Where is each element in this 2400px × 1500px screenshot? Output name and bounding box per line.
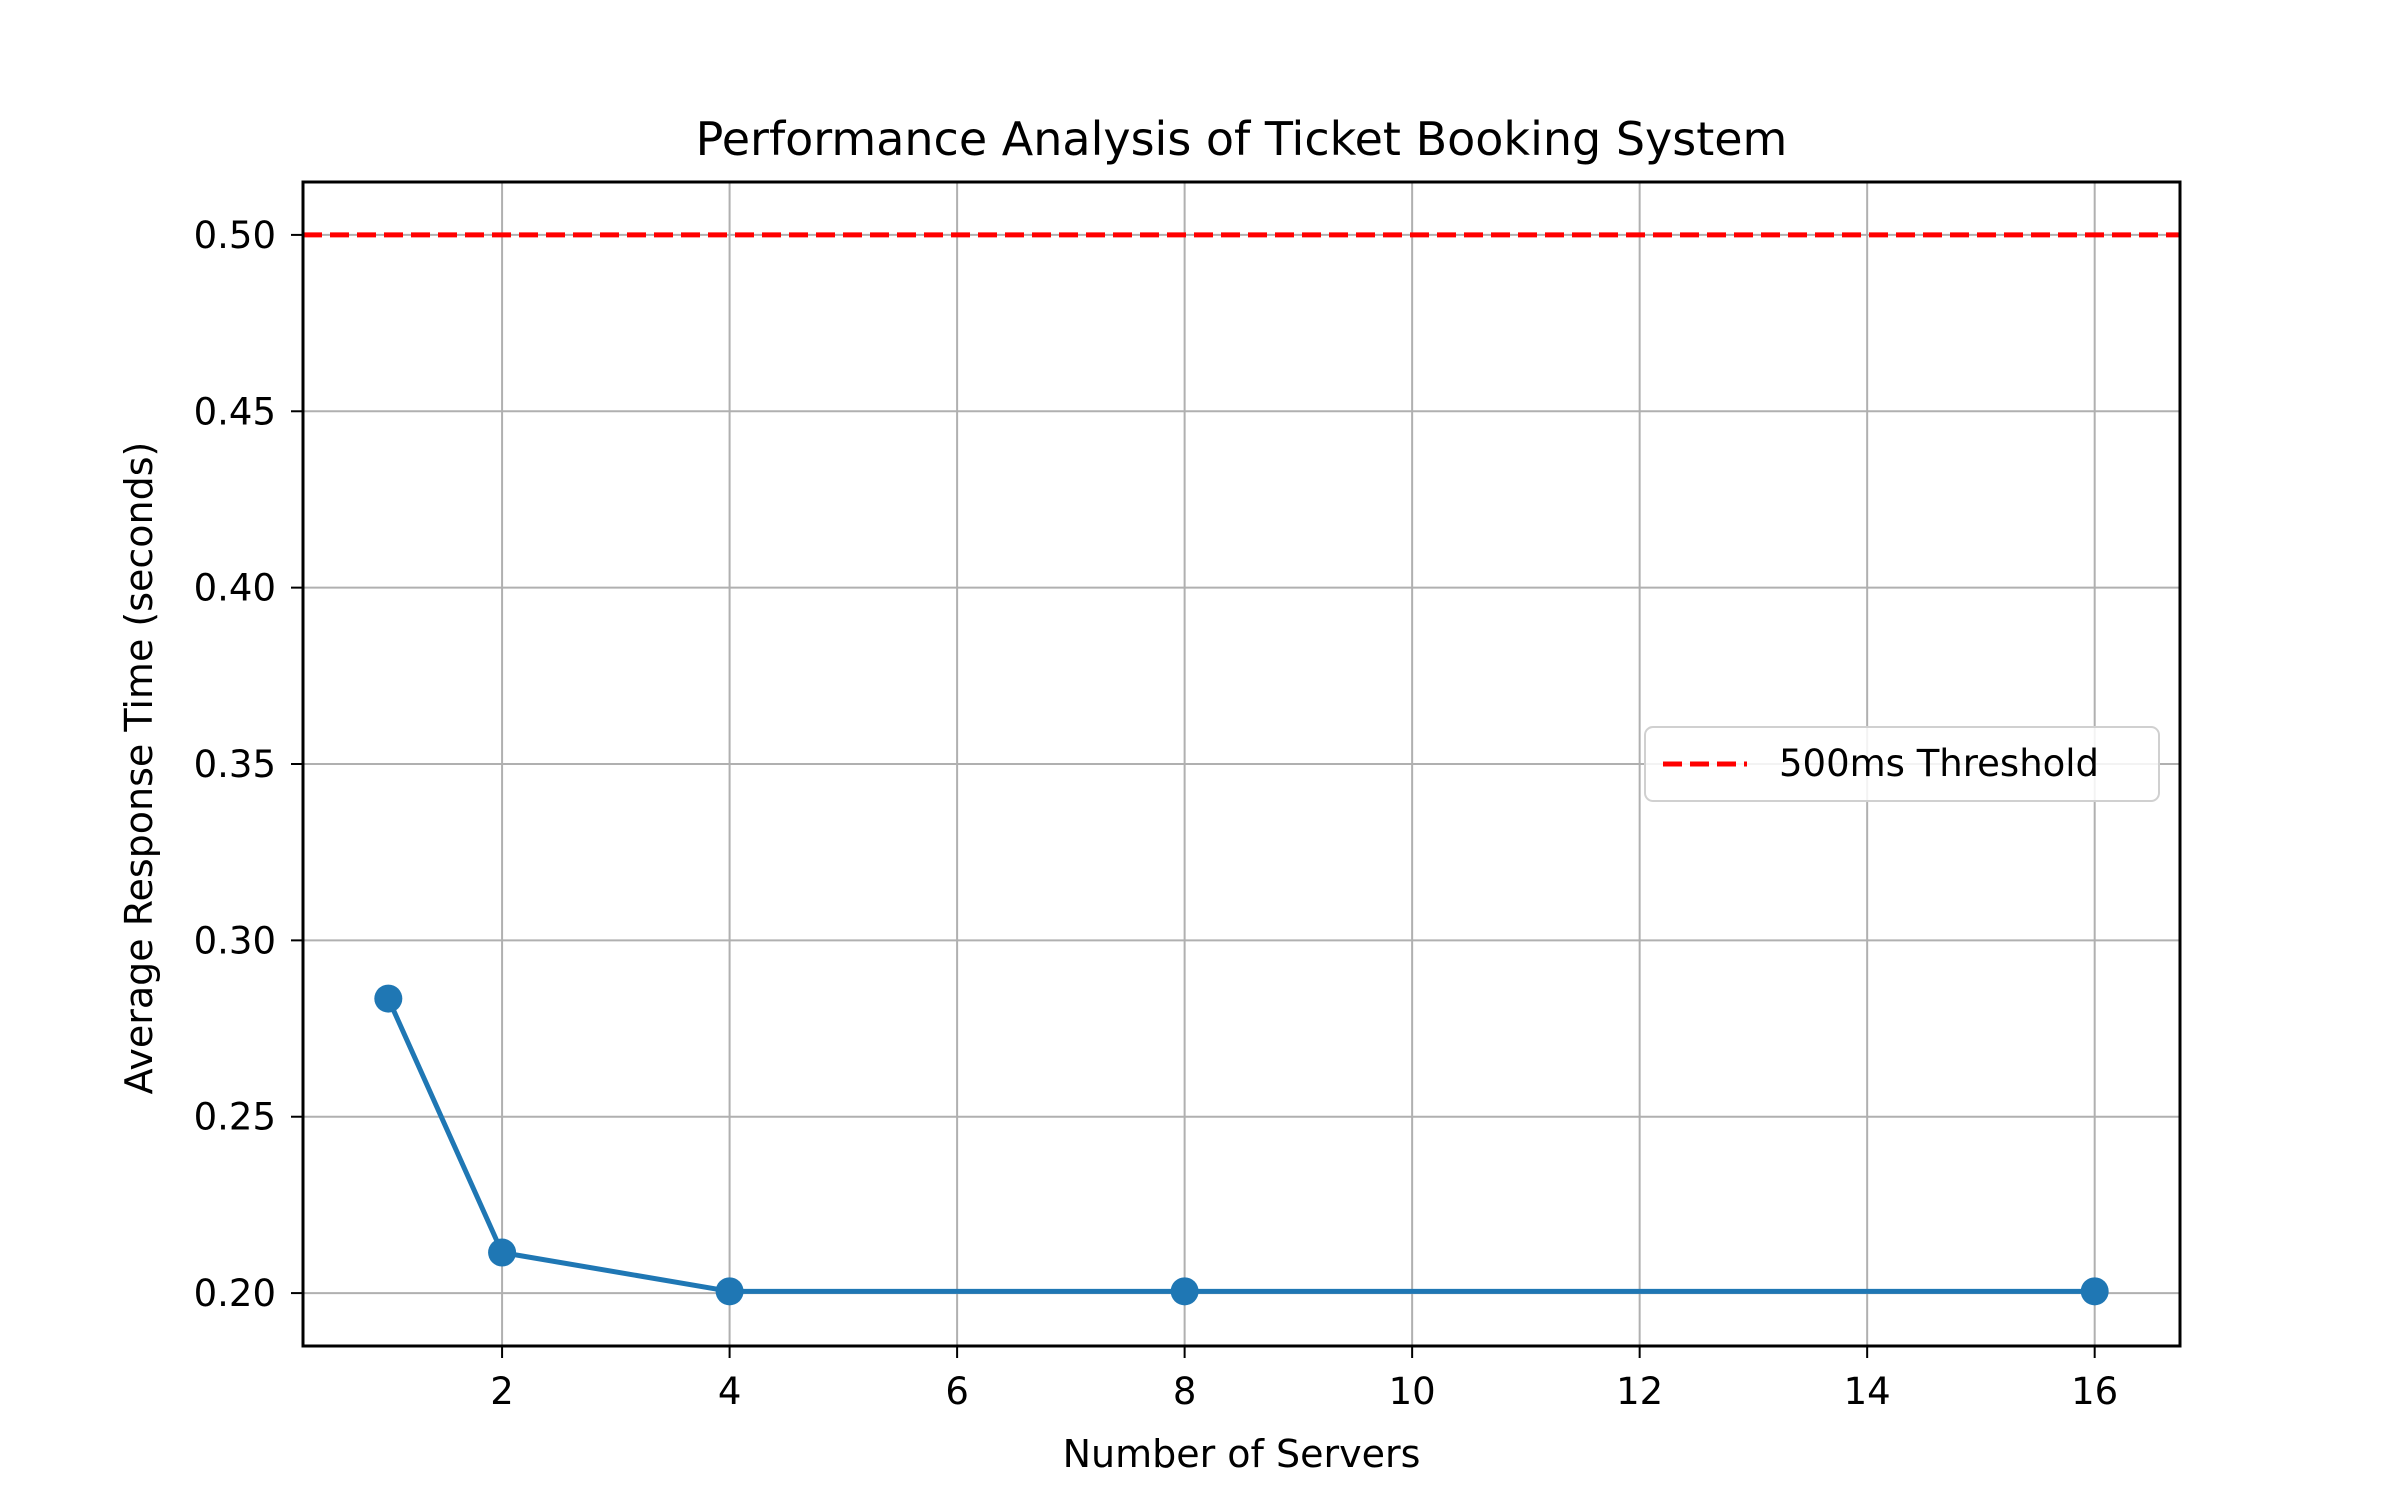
y-tick-label: 0.30 [194,919,276,962]
legend: 500ms Threshold [1644,726,2160,802]
y-tick-label: 0.35 [194,743,276,786]
series-line [385,996,2098,1294]
y-tick-label: 0.45 [194,390,276,433]
x-tick-label: 12 [1616,1370,1663,1413]
legend-box [1644,726,2160,802]
legend-threshold-label: 500ms Threshold [1779,742,2099,785]
y-tick-label: 0.50 [194,214,276,257]
x-tick-label: 6 [945,1370,969,1413]
y-axis-label: Average Response Time (seconds) [117,442,161,1095]
x-tick-label: 16 [2071,1370,2118,1413]
x-axis-label: Number of Servers [1063,1432,1421,1476]
x-tick-label: 14 [1844,1370,1891,1413]
grid-lines [303,182,2180,1346]
data-point [1170,1277,1199,1306]
x-tick-label: 2 [490,1370,514,1413]
data-point [2080,1277,2109,1306]
chart-title: Performance Analysis of Ticket Booking S… [696,112,1788,166]
x-tick-label: 8 [1173,1370,1197,1413]
data-point [715,1277,744,1306]
x-tick-label: 10 [1389,1370,1436,1413]
labels: 2 4 6 8 10 12 14 16 0.20 0.25 0.30 0.35 0.40 0.45 0.50… [117,112,2118,1476]
x-tick-label: 4 [718,1370,742,1413]
data-series [374,984,2109,1306]
ticks [291,233,2096,1358]
y-tick-label: 0.40 [194,567,276,610]
y-tick-label: 0.20 [194,1272,276,1315]
data-point [374,984,403,1013]
data-point [488,1238,517,1267]
y-tick-label: 0.25 [194,1096,276,1139]
